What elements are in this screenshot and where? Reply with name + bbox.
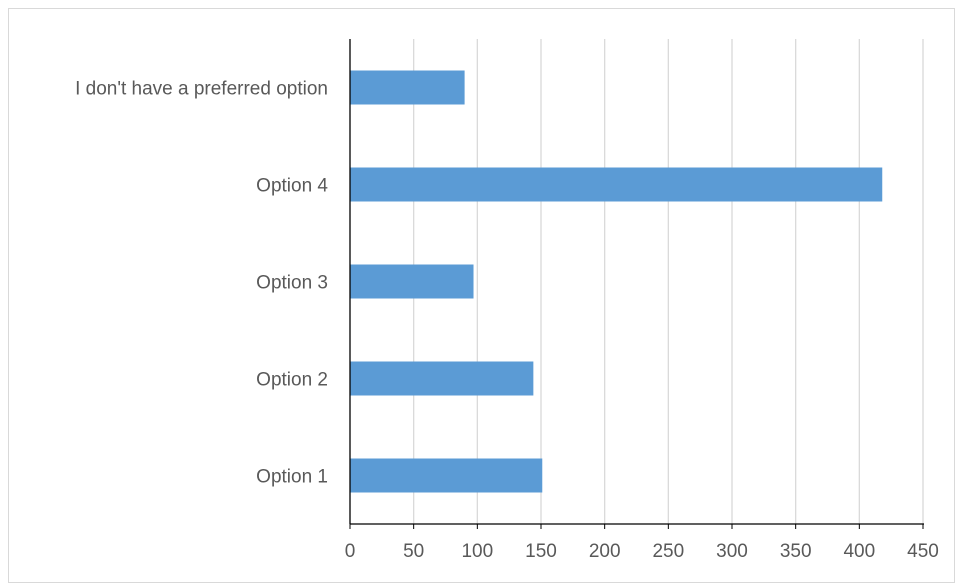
category-label: Option 4	[256, 176, 328, 197]
bar	[350, 167, 883, 202]
x-tick-label: 200	[589, 541, 621, 562]
bar	[350, 458, 543, 493]
x-tick-label: 100	[461, 541, 493, 562]
x-tick-label: 0	[345, 541, 356, 562]
bar	[350, 70, 465, 105]
category-label: Option 2	[256, 370, 328, 391]
x-tick-label: 400	[843, 541, 875, 562]
category-label: Option 3	[256, 273, 328, 294]
x-tick-label: 300	[716, 541, 748, 562]
x-tick-label: 450	[907, 541, 939, 562]
x-tick-labels: 0 50 100 150 200 250 300 350 400 450	[345, 541, 939, 562]
bars	[350, 70, 883, 493]
x-tick-label: 50	[403, 541, 424, 562]
x-tick-label: 150	[525, 541, 557, 562]
bar	[350, 361, 534, 396]
axes	[349, 39, 924, 529]
x-tick-label: 350	[780, 541, 812, 562]
chart-frame: 0 50 100 150 200 250 300 350 400 450 I don't have…	[8, 8, 955, 583]
bar	[350, 264, 474, 299]
x-tick-label: 250	[652, 541, 684, 562]
bar-chart: 0 50 100 150 200 250 300 350 400 450 I don't have…	[75, 39, 939, 562]
category-label: Option 1	[256, 467, 328, 488]
gridlines	[413, 39, 924, 524]
category-labels: I don't have a preferred option Option 4 O…	[75, 79, 328, 488]
category-label: I don't have a preferred option	[75, 79, 328, 100]
